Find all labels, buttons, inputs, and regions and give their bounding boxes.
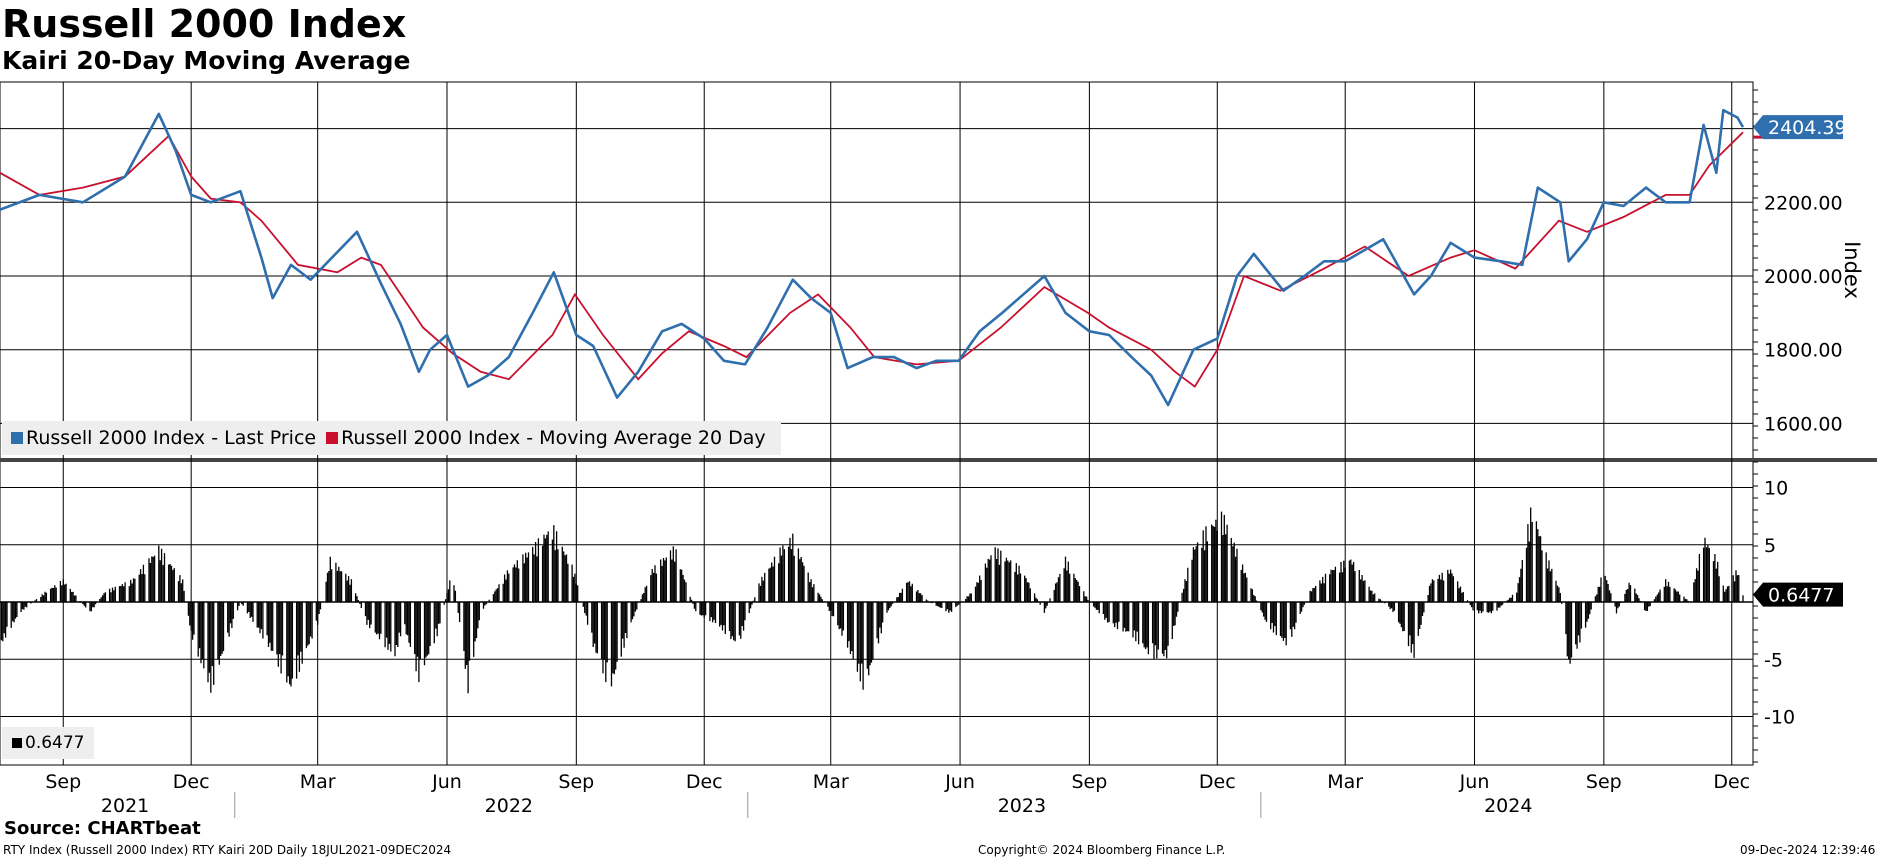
x-tick-month: Jun [1459,771,1490,793]
y-tick-label-bottom: -5 [1764,649,1783,671]
x-tick-month: Dec [1199,771,1236,793]
footer-ticker: RTY Index (Russell 2000 Index) RTY Kairi… [3,843,452,857]
legend-kairi-label: 0.6477 [25,733,85,753]
y-axis-label: Index [1840,241,1864,299]
x-tick-month: Mar [813,771,849,793]
x-tick-month: Sep [1071,771,1107,793]
kairi-last-value: 0.6477 [1768,585,1834,607]
y-tick-label-bottom: 5 [1764,535,1776,557]
legend-price-label: Russell 2000 Index - Last Price [26,427,317,449]
y-tick-label-top: 2200.00 [1764,192,1843,214]
footer-timestamp: 09-Dec-2024 12:39:46 [1740,843,1876,857]
source-note: Source: CHARTbeat [4,818,201,839]
x-tick-month: Sep [1586,771,1622,793]
price-swatch-icon [11,432,23,444]
chart-title: Russell 2000 Index [2,2,407,46]
x-tick-month: Jun [431,771,462,793]
x-tick-month: Sep [45,771,81,793]
kairi-last-value-tag [1753,582,1843,607]
x-tick-year: 2023 [998,795,1046,817]
x-tick-month: Dec [686,771,723,793]
y-tick-label-top: 1800.00 [1764,340,1843,362]
x-tick-year: 2024 [1484,795,1532,817]
y-tick-label-bottom: -10 [1764,707,1795,729]
chart-subtitle: Kairi 20-Day Moving Average [2,46,411,75]
x-tick-year: 2022 [485,795,533,817]
legend-item-price[interactable]: Russell 2000 Index - Last Price [11,427,316,449]
y-tick-label-bottom: 10 [1764,478,1788,500]
x-tick-year: 2021 [101,795,149,817]
footer-copyright: Copyright© 2024 Bloomberg Finance L.P. [978,843,1226,857]
kairi-swatch-icon [12,738,22,748]
legend-ma-label: Russell 2000 Index - Moving Average 20 D… [341,427,766,449]
kairi-legend[interactable]: 0.6477 [2,727,94,759]
x-tick-month: Dec [173,771,210,793]
ma-swatch-icon [326,432,339,444]
y-tick-label-top: 2000.00 [1764,266,1843,288]
ma-20day-line [0,131,1744,388]
x-tick-month: Sep [558,771,594,793]
x-tick-month: Mar [1327,771,1363,793]
x-tick-month: Dec [1713,771,1750,793]
price-legend: Russell 2000 Index - Last Price Russell … [2,421,781,455]
price-last-value-tag [1753,115,1843,140]
legend-item-ma[interactable]: Russell 2000 Index - Moving Average 20 D… [326,427,766,449]
x-tick-month: Mar [300,771,336,793]
x-tick-month: Jun [944,771,975,793]
price-line [0,108,1745,407]
price-last-value: 2404.39 [1768,117,1847,139]
y-tick-label-top: 1600.00 [1764,413,1843,435]
kairi-bars [0,507,1744,694]
